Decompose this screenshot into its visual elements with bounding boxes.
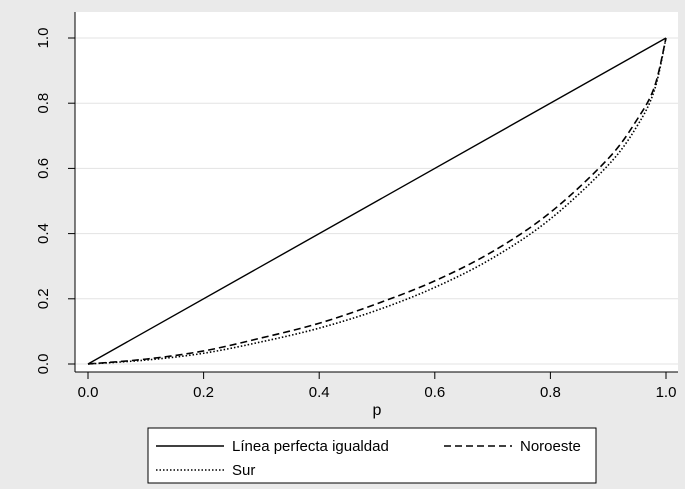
legend: Línea perfecta igualdad Noroeste Sur bbox=[156, 438, 581, 479]
plot-area bbox=[75, 12, 678, 372]
y-tick-label: 0.0 bbox=[35, 354, 52, 375]
y-tick-label: 0.4 bbox=[35, 223, 52, 244]
x-ticks: 0.0 0.2 0.4 0.6 0.8 1.0 bbox=[78, 372, 677, 401]
series-sur bbox=[87, 37, 667, 365]
x-tick-label: 1.0 bbox=[656, 384, 677, 401]
x-axis-title: p bbox=[373, 402, 382, 419]
x-tick-label: 0.0 bbox=[78, 384, 99, 401]
y-tick-label: 0.2 bbox=[35, 288, 52, 309]
y-tick-label: 0.6 bbox=[35, 158, 52, 179]
x-tick-label: 0.4 bbox=[309, 384, 330, 401]
x-tick-label: 0.6 bbox=[424, 384, 445, 401]
y-tick-label: 0.8 bbox=[35, 93, 52, 114]
legend-label-noroeste: Noroeste bbox=[520, 438, 581, 455]
legend-label-sur: Sur bbox=[232, 462, 255, 479]
series-linea-perfecta-igualdad bbox=[87, 37, 667, 365]
y-ticks: 0.0 0.2 0.4 0.6 0.8 1.0 bbox=[35, 28, 75, 375]
y-tick-label: 1.0 bbox=[35, 28, 52, 49]
x-tick-label: 0.8 bbox=[540, 384, 561, 401]
grid-layer bbox=[75, 37, 678, 365]
legend-label-linea: Línea perfecta igualdad bbox=[232, 438, 389, 455]
legend-box bbox=[147, 427, 597, 484]
series-layer bbox=[87, 37, 667, 365]
x-tick-label: 0.2 bbox=[193, 384, 214, 401]
series-noroeste bbox=[87, 37, 667, 365]
